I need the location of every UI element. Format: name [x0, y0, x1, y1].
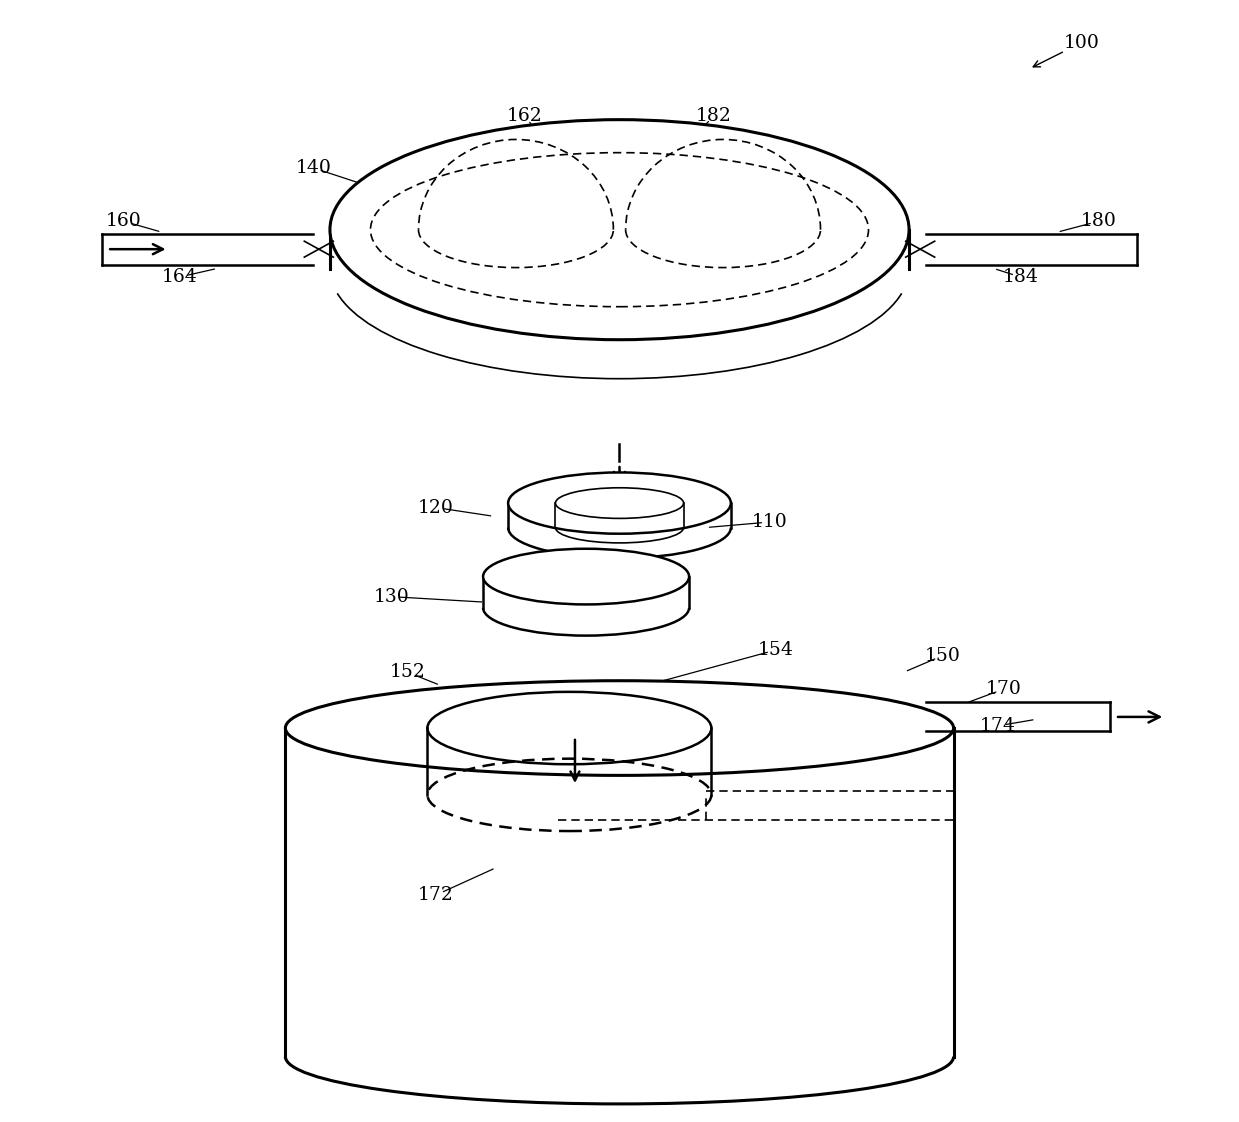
Ellipse shape — [483, 549, 689, 605]
Text: 180: 180 — [1080, 212, 1116, 230]
Text: 170: 170 — [986, 680, 1022, 698]
Ellipse shape — [285, 681, 954, 775]
Text: 162: 162 — [507, 107, 543, 125]
Ellipse shape — [427, 692, 711, 764]
Text: 182: 182 — [696, 107, 732, 125]
Text: 140: 140 — [295, 159, 331, 177]
Text: 164: 164 — [162, 268, 197, 286]
Text: 172: 172 — [418, 886, 453, 904]
Text: 174: 174 — [980, 717, 1016, 735]
Text: 150: 150 — [924, 646, 960, 664]
Ellipse shape — [508, 472, 731, 534]
Ellipse shape — [555, 488, 684, 518]
Text: 120: 120 — [418, 498, 453, 516]
Ellipse shape — [330, 120, 909, 340]
Text: 154: 154 — [757, 641, 793, 659]
Text: 184: 184 — [1002, 268, 1038, 286]
Text: 152: 152 — [390, 663, 426, 681]
Text: 130: 130 — [373, 588, 409, 606]
Text: 100: 100 — [1064, 34, 1099, 52]
Text: 160: 160 — [107, 212, 141, 230]
Text: 110: 110 — [752, 513, 788, 531]
